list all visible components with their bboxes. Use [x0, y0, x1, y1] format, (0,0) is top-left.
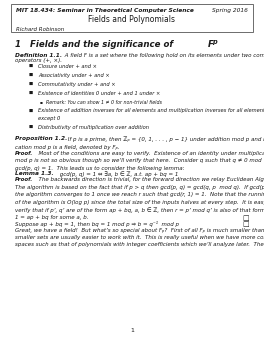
Text: Suppose ap + bq = 1, then bq = 1 mod p ⇒ b = q⁻¹  mod p: Suppose ap + bq = 1, then bq = 1 mod p ⇒… [15, 221, 178, 227]
Text: of the algorithm is O(log p) since the total size of the inputs halves at every : of the algorithm is O(log p) since the t… [15, 200, 264, 205]
FancyBboxPatch shape [11, 4, 253, 32]
Text: Remark: You can show 1 ≠ 0 for non-trivial fields: Remark: You can show 1 ≠ 0 for non-trivi… [46, 100, 162, 105]
Text: Existence of identities 0 under + and 1 under ×: Existence of identities 0 under + and 1 … [38, 91, 161, 96]
Text: Proposition 1.2.: Proposition 1.2. [15, 136, 67, 142]
Text: Lemma 1.3.: Lemma 1.3. [15, 171, 53, 176]
Text: gcd(p, q) = 1 ⇔ ∃a, b ∈ ℤ, a.t. ap + bq = 1: gcd(p, q) = 1 ⇔ ∃a, b ∈ ℤ, a.t. ap + bq … [58, 171, 178, 177]
Text: Definition 1.1.: Definition 1.1. [15, 53, 62, 58]
Text: F: F [208, 40, 214, 48]
Text: MIT 18.434: Seminar in Theoretical Computer Science: MIT 18.434: Seminar in Theoretical Compu… [16, 8, 194, 13]
Text: verify that if p’, q’ are of the form ap + bq, a, b ∈ ℤ, then r = p’ mod q’ is a: verify that if p’, q’ are of the form ap… [15, 207, 264, 213]
Text: cation mod p is a field, denoted by Fₚ.: cation mod p is a field, denoted by Fₚ. [15, 145, 119, 150]
Text: Spring 2016: Spring 2016 [212, 8, 248, 13]
Text: ■: ■ [29, 73, 33, 77]
Text: Proof.: Proof. [15, 177, 33, 182]
Text: 1: 1 [130, 328, 134, 333]
Text: ■: ■ [29, 108, 33, 113]
Text: Commutativity under + and ×: Commutativity under + and × [38, 82, 116, 87]
Text: A field F is a set where the following hold on its elements under two compatible: A field F is a set where the following h… [63, 53, 264, 58]
Text: ▪: ▪ [40, 100, 43, 104]
Text: Fields and Polynomials: Fields and Polynomials [88, 15, 176, 24]
Text: ■: ■ [29, 125, 33, 129]
Text: the algorithm converges to 1 once we reach r such that gcd(r, 1) = 1.  Note that: the algorithm converges to 1 once we rea… [15, 192, 264, 197]
Text: operators (+, ×).: operators (+, ×). [15, 58, 62, 63]
Text: Distributivity of multiplication over addition: Distributivity of multiplication over ad… [38, 125, 149, 130]
Text: Most of the conditions are easy to verify.  Existence of an identity under multi: Most of the conditions are easy to verif… [35, 151, 264, 156]
Text: Proof.: Proof. [15, 151, 33, 156]
Text: mod p is not so obvious though so we’ll verify that here.  Consider q such that : mod p is not so obvious though so we’ll … [15, 158, 264, 163]
Text: 1 = ap + bq for some a, b.: 1 = ap + bq for some a, b. [15, 215, 88, 220]
Text: The backwards direction is trivial, for the forward direction we relay Euclidean: The backwards direction is trivial, for … [35, 177, 264, 182]
Text: The algorithm is based on the fact that if p > q then gcd(p, q) = gcd(q, p  mod : The algorithm is based on the fact that … [15, 185, 264, 190]
Text: p: p [212, 39, 217, 45]
Text: Richard Robinson: Richard Robinson [16, 27, 64, 32]
Text: ■: ■ [29, 91, 33, 95]
Text: ■: ■ [29, 82, 33, 86]
Text: Great, we have a field!  But what’s so special about Fₚ?  First of all Fₚ is muc: Great, we have a field! But what’s so sp… [15, 227, 264, 233]
Text: except 0: except 0 [38, 116, 60, 121]
Text: If p is a prime, then ℤₚ = {0, 1, . . . , p − 1} under addition mod p and multip: If p is a prime, then ℤₚ = {0, 1, . . . … [66, 136, 264, 142]
Text: Existence of addition inverses for all elements and multiplication inverses for : Existence of addition inverses for all e… [38, 108, 264, 114]
Text: spaces such as that of polynomials with integer coefficients which we’ll analyze: spaces such as that of polynomials with … [15, 242, 264, 247]
Text: ■: ■ [29, 64, 33, 68]
Text: smaller sets are usually easier to work with it.  This is really useful when we : smaller sets are usually easier to work … [15, 235, 264, 240]
Text: gcd(p, q) = 1.  This leads us to consider the following lemma:: gcd(p, q) = 1. This leads us to consider… [15, 166, 184, 171]
Text: Closure under + and ×: Closure under + and × [38, 64, 97, 69]
Text: □: □ [243, 215, 249, 221]
Text: □: □ [243, 221, 249, 227]
Text: 1   Fields and the significance of: 1 Fields and the significance of [15, 40, 176, 48]
Text: Associativity under + and ×: Associativity under + and × [38, 73, 110, 78]
